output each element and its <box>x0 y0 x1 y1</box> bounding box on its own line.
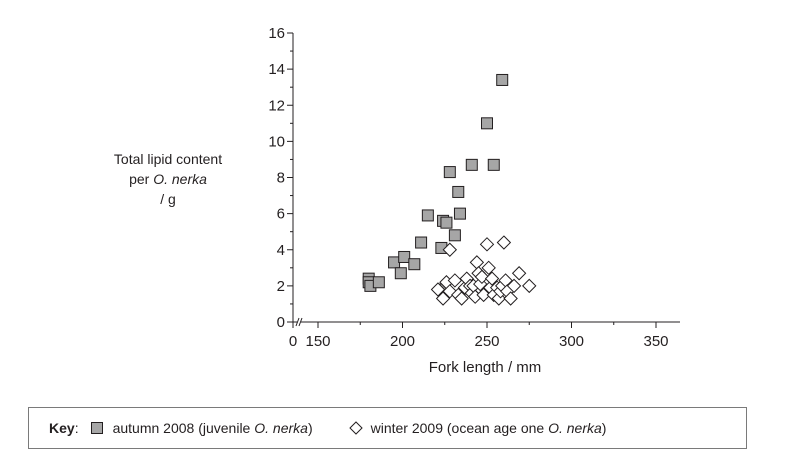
data-point-diamond <box>503 291 518 306</box>
data-point-diamond <box>522 278 537 294</box>
x-tick-label: 150 <box>305 333 330 350</box>
y-tick-label: 10 <box>268 133 285 150</box>
data-point-diamond <box>430 282 446 297</box>
data-point-diamond <box>442 242 458 257</box>
data-point-square <box>421 209 434 222</box>
data-point-square <box>398 250 411 263</box>
data-point-square <box>448 229 461 242</box>
data-point-diamond <box>454 291 469 306</box>
data-point-square <box>465 158 478 171</box>
data-point-square <box>408 258 421 271</box>
legend-entry-autumn: autumn 2008 (juvenile O. nerka) <box>113 420 313 436</box>
legend-autumn-species: O. nerka <box>254 420 308 436</box>
legend-autumn-text: autumn 2008 (juvenile <box>112 420 251 436</box>
legend-winter-text: winter 2009 (ocean age one <box>370 420 545 436</box>
data-point-diamond <box>506 278 522 294</box>
legend-box: Key: autumn 2008 (juvenile O. nerka) win… <box>28 407 747 449</box>
y-axis-label-line-2: per O. nerka <box>129 171 207 187</box>
legend-diamond-marker-icon <box>348 421 363 435</box>
y-tick-label: 14 <box>268 61 285 78</box>
data-point-square <box>452 185 465 198</box>
data-point-diamond <box>474 269 490 285</box>
data-point-diamond <box>479 237 495 252</box>
data-point-diamond <box>469 255 485 270</box>
scatter-chart: 0 2 4 6 8 10 12 14 16 0 150 200 250 300 350 <box>268 25 680 350</box>
y-tick-label: 6 <box>277 206 285 223</box>
y-tick-label: 0 <box>277 314 285 331</box>
data-point-diamond <box>435 291 451 306</box>
data-point-diamond <box>496 235 512 250</box>
axis-break-mark <box>295 317 303 327</box>
data-point-square <box>487 158 500 171</box>
y-tick-label: 2 <box>277 278 285 295</box>
x-tick-label: 250 <box>474 333 499 350</box>
y-tick-label: 16 <box>268 25 285 42</box>
legend-title: Key <box>49 420 75 436</box>
data-point-square <box>388 256 401 269</box>
y-tick-label: 4 <box>277 242 285 259</box>
x-tick-label: 200 <box>390 333 415 350</box>
legend-square-marker-icon <box>90 422 103 434</box>
data-point-square <box>496 73 509 86</box>
data-point-diamond <box>511 266 527 281</box>
data-point-square <box>453 207 466 220</box>
data-point-square <box>415 236 428 249</box>
y-tick-label: 8 <box>277 170 285 187</box>
y-axis-label-line-3: / g <box>160 191 176 207</box>
data-point-square <box>440 216 453 229</box>
data-point-diamond <box>484 271 500 286</box>
legend-winter-species: O. nerka <box>548 420 602 436</box>
data-point-diamond <box>447 273 463 288</box>
data-point-square <box>394 267 407 280</box>
data-point-square <box>372 276 385 289</box>
x-tick-label: 0 <box>289 333 297 350</box>
data-point-diamond <box>481 260 496 276</box>
data-point-square <box>443 166 456 179</box>
x-tick-label: 300 <box>559 333 584 350</box>
data-point-square <box>481 117 493 130</box>
y-axis-label: Total lipid content per O. nerka / g <box>88 149 248 209</box>
legend-autumn-close: ) <box>307 420 313 436</box>
y-tick-label: 12 <box>268 97 285 114</box>
legend-winter-close: ) <box>601 420 607 436</box>
legend-colon: : <box>74 420 79 436</box>
legend-entry-winter: winter 2009 (ocean age one O. nerka) <box>371 420 607 436</box>
y-axis-label-line-1: Total lipid content <box>113 151 223 167</box>
data-point-diamond <box>476 287 491 303</box>
x-tick-label: 350 <box>643 333 668 350</box>
x-axis-label: Fork length / mm <box>428 359 542 376</box>
